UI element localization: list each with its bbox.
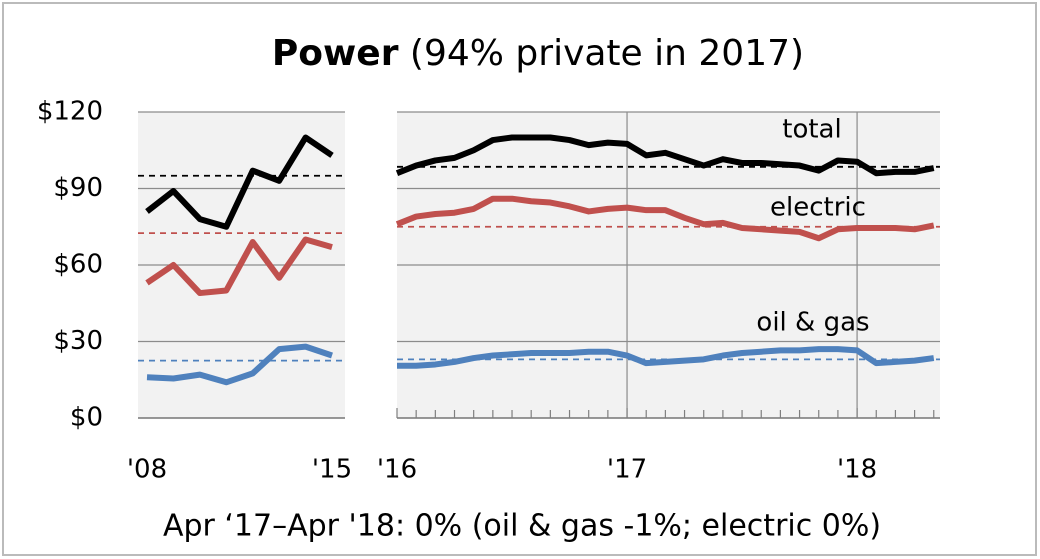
x-tick-label: '08 bbox=[127, 455, 167, 485]
x-tick-label: '15 bbox=[312, 455, 352, 485]
x-tick-label: '16 bbox=[377, 455, 417, 485]
y-tick-label: $60 bbox=[53, 250, 103, 280]
chart-title: Power (94% private in 2017) bbox=[272, 33, 804, 74]
y-tick-label: $0 bbox=[70, 403, 103, 433]
footnote: Apr ‘17–Apr '18: 0% (oil & gas -1%; elec… bbox=[163, 509, 881, 544]
series-line bbox=[146, 343, 333, 386]
series-line bbox=[395, 195, 935, 242]
title-bold: Power bbox=[272, 33, 399, 74]
series-line bbox=[145, 134, 334, 230]
title-rest: (94% private in 2017) bbox=[398, 33, 804, 74]
y-tick-label: $120 bbox=[37, 97, 103, 127]
x-tick-label: '17 bbox=[607, 455, 647, 485]
series-line bbox=[397, 346, 935, 369]
series-label: oil & gas bbox=[756, 308, 869, 338]
series-label: total bbox=[782, 115, 841, 145]
series-line bbox=[395, 134, 935, 177]
x-tick-label: '18 bbox=[837, 455, 877, 485]
series-line bbox=[145, 236, 333, 297]
y-tick-label: $30 bbox=[53, 326, 103, 356]
series-label: electric bbox=[770, 193, 866, 223]
y-tick-label: $90 bbox=[53, 173, 103, 203]
